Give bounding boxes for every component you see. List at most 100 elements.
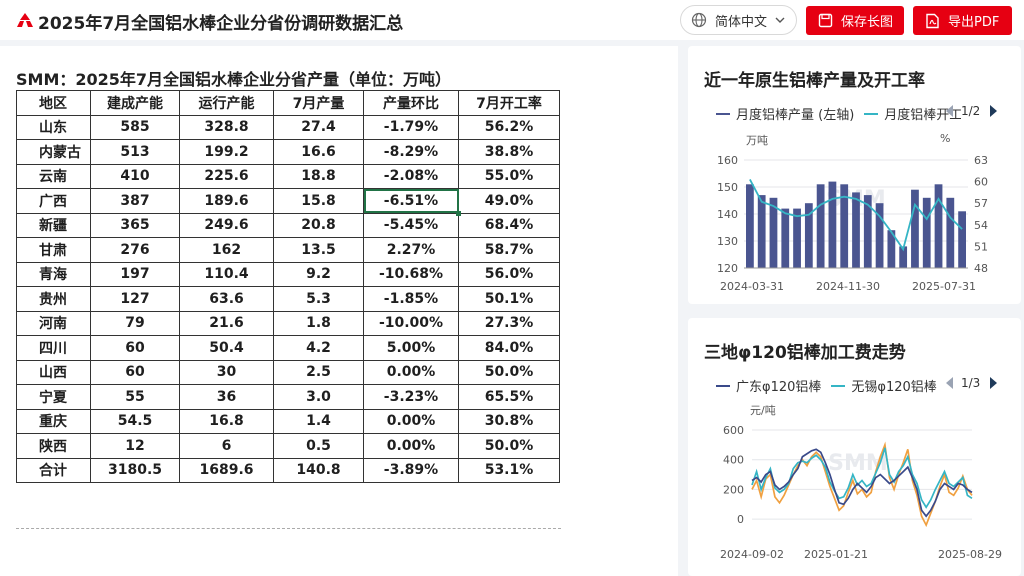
table-cell[interactable]: 127 [90, 286, 180, 312]
prev-page-icon[interactable] [946, 377, 953, 389]
table-cell[interactable]: 162 [179, 237, 274, 263]
table-cell[interactable]: 16.8 [179, 408, 274, 434]
table-cell[interactable]: 55 [90, 384, 180, 410]
table-cell[interactable]: 2.27% [363, 237, 459, 263]
table-cell[interactable]: 189.6 [179, 188, 274, 214]
table-cell[interactable]: 328.8 [179, 114, 274, 140]
table-cell[interactable]: 20.8 [273, 212, 364, 238]
table-cell[interactable]: 广西 [16, 188, 91, 214]
table-cell[interactable]: 79 [90, 310, 180, 336]
table-cell[interactable]: 宁夏 [16, 384, 91, 410]
table-cell[interactable]: 0.5 [273, 433, 364, 459]
table-cell[interactable]: 410 [90, 163, 180, 189]
language-selector[interactable]: 简体中文 [680, 5, 797, 35]
table-cell[interactable]: -6.51% [363, 188, 462, 216]
legend-item[interactable]: 月度铝棒产量 (左轴) [716, 104, 854, 123]
table-cell[interactable]: 55.0% [458, 163, 560, 189]
table-cell[interactable]: 68.4% [458, 212, 560, 238]
table-cell[interactable]: 56.2% [458, 114, 560, 140]
table-cell[interactable]: 贵州 [16, 286, 91, 312]
table-cell[interactable]: 1689.6 [179, 457, 274, 483]
save-image-button[interactable]: 保存长图 [806, 6, 904, 35]
table-cell[interactable]: 50.4 [179, 335, 274, 361]
table-cell[interactable]: 1.4 [273, 408, 364, 434]
table-cell[interactable]: 30.8% [458, 408, 560, 434]
table-cell[interactable]: 38.8% [458, 139, 560, 165]
table-cell[interactable]: 9.2 [273, 261, 364, 287]
table-cell[interactable]: 199.2 [179, 139, 274, 165]
table-cell[interactable]: 27.3% [458, 310, 560, 336]
table-cell[interactable]: 新疆 [16, 212, 91, 238]
table-cell[interactable]: 53.1% [458, 457, 560, 483]
table-cell[interactable]: 云南 [16, 163, 91, 189]
table-cell[interactable]: 56.0% [458, 261, 560, 287]
table-cell[interactable]: 5.00% [363, 335, 459, 361]
table-cell[interactable]: 16.6 [273, 139, 364, 165]
table-cell[interactable]: 4.2 [273, 335, 364, 361]
table-cell[interactable]: 110.4 [179, 261, 274, 287]
table-cell[interactable]: 山东 [16, 114, 91, 140]
table-cell[interactable]: 60 [90, 359, 180, 385]
table-cell[interactable]: 13.5 [273, 237, 364, 263]
table-cell[interactable]: 21.6 [179, 310, 274, 336]
table-cell[interactable]: 249.6 [179, 212, 274, 238]
table-cell[interactable]: 3180.5 [90, 457, 180, 483]
table-cell[interactable]: 2.5 [273, 359, 364, 385]
table-cell[interactable]: 青海 [16, 261, 91, 287]
legend-item[interactable]: 无锡φ120铝棒 [831, 376, 937, 395]
table-cell[interactable]: 陕西 [16, 433, 91, 459]
table-cell[interactable]: -1.85% [363, 286, 459, 312]
table-cell[interactable]: 65.5% [458, 384, 560, 410]
table-cell[interactable]: 54.5 [90, 408, 180, 434]
export-pdf-button[interactable]: 导出PDF [913, 6, 1012, 35]
table-cell[interactable]: 387 [90, 188, 180, 214]
table-cell[interactable]: 63.6 [179, 286, 274, 312]
table-cell[interactable]: 内蒙古 [16, 139, 91, 165]
output-rate-chart[interactable]: 120130140150160485154576063SMM2024-03-31… [688, 46, 1021, 304]
table-cell[interactable]: 50.0% [458, 433, 560, 459]
table-cell[interactable]: 15.8 [273, 188, 364, 214]
table-cell[interactable]: 四川 [16, 335, 91, 361]
table-cell[interactable]: 6 [179, 433, 274, 459]
table-cell[interactable]: 276 [90, 237, 180, 263]
table-cell[interactable]: 84.0% [458, 335, 560, 361]
table-cell[interactable]: -2.08% [363, 163, 459, 189]
table-cell[interactable]: -3.89% [363, 457, 459, 483]
legend-item[interactable]: 月度铝棒开工率 (右轴) [864, 104, 961, 123]
table-cell[interactable]: 585 [90, 114, 180, 140]
table-cell[interactable]: 重庆 [16, 408, 91, 434]
table-cell[interactable]: 12 [90, 433, 180, 459]
table-cell[interactable]: 225.6 [179, 163, 274, 189]
table-cell[interactable]: 58.7% [458, 237, 560, 263]
legend-item[interactable]: 广东φ120铝棒 [716, 376, 821, 395]
table-cell[interactable]: -10.68% [363, 261, 459, 287]
table-cell[interactable]: 1.8 [273, 310, 364, 336]
table-cell[interactable]: 50.0% [458, 359, 560, 385]
table-cell[interactable]: 甘肃 [16, 237, 91, 263]
table-cell[interactable]: 140.8 [273, 457, 364, 483]
table-cell[interactable]: -3.23% [363, 384, 459, 410]
next-page-icon[interactable] [990, 105, 998, 117]
table-cell[interactable]: 河南 [16, 310, 91, 336]
table-cell[interactable]: 0.00% [363, 359, 459, 385]
table-cell[interactable]: -10.00% [363, 310, 459, 336]
table-cell[interactable]: 18.8 [273, 163, 364, 189]
table-cell[interactable]: 27.4 [273, 114, 364, 140]
table-cell[interactable]: 365 [90, 212, 180, 238]
table-cell[interactable]: 合计 [16, 457, 91, 483]
next-page-icon[interactable] [990, 377, 998, 389]
table-cell[interactable]: -1.79% [363, 114, 459, 140]
table-cell[interactable]: 36 [179, 384, 274, 410]
table-cell[interactable]: 30 [179, 359, 274, 385]
prev-page-icon[interactable] [946, 105, 953, 117]
table-cell[interactable]: 5.3 [273, 286, 364, 312]
table-cell[interactable]: -5.45% [363, 212, 459, 238]
table-cell[interactable]: 50.1% [458, 286, 560, 312]
table-cell[interactable]: 山西 [16, 359, 91, 385]
table-cell[interactable]: 0.00% [363, 408, 459, 434]
table-cell[interactable]: 197 [90, 261, 180, 287]
table-cell[interactable]: -8.29% [363, 139, 459, 165]
table-cell[interactable]: 3.0 [273, 384, 364, 410]
table-cell[interactable]: 60 [90, 335, 180, 361]
